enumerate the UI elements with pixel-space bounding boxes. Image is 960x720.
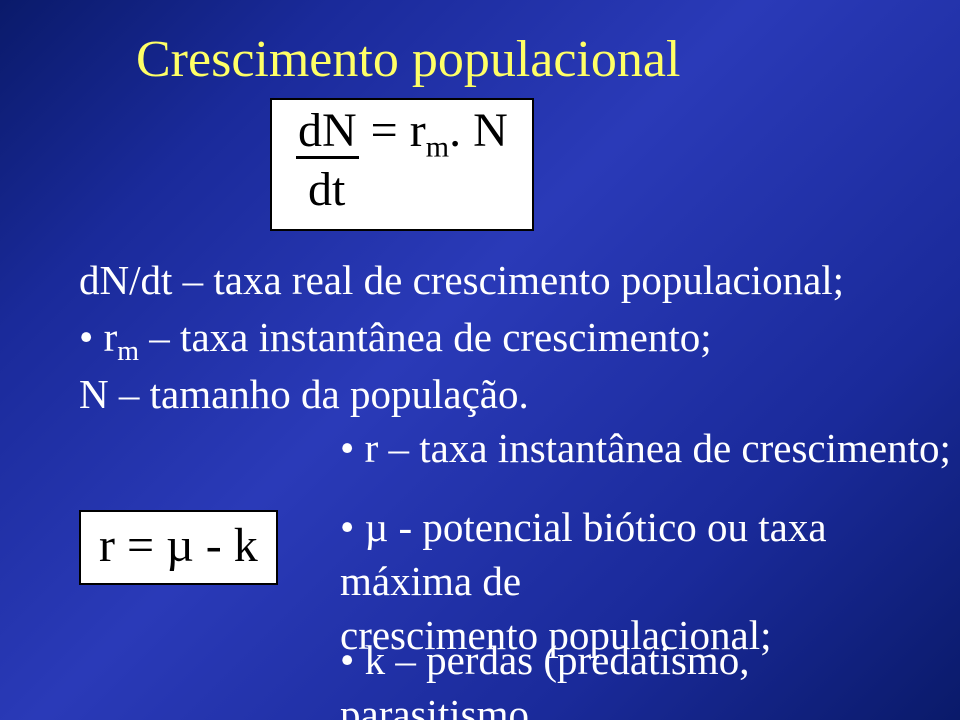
equation-box-r: r = µ - k [79,510,278,585]
fraction-denominator: dt [308,165,508,215]
bullet-N: N – tamanho da população. [79,367,529,422]
eq2-post: - k [194,519,258,572]
fraction-numerator: dN [296,106,359,159]
k-line1: k – perdas (predatismo, parasitismo, [340,637,749,720]
slide-title: Crescimento populacional [136,30,680,89]
rm-r: r [104,314,118,360]
rm-rest: – taxa instantânea de crescimento; [139,314,712,360]
eq2-pre: r = [99,519,166,572]
subscript-m: m [426,131,449,164]
bullet-dndt: dN/dt – taxa real de crescimento populac… [79,253,844,308]
eq2-mu: µ [166,519,194,572]
mu-line1: µ - potencial biótico ou taxa máxima de [340,504,827,604]
slide: Crescimento populacional dN = rm. N dt d… [0,0,960,720]
equation-row: dN = rm. N [296,106,508,163]
rm-sub: m [117,336,139,367]
bullet-r: r – taxa instantânea de crescimento; [340,424,951,472]
equals-r: = r [371,104,426,157]
equation-box-main: dN = rm. N dt [270,98,534,231]
bullet-marker: • [79,314,104,360]
bullet-k: k – perdas (predatismo, parasitismo, etc… [340,633,940,720]
equation-rhs: = rm. N [371,106,508,163]
bullet-rm: • rm – taxa instantânea de crescimento; [79,310,712,371]
dot-N: . N [449,104,508,157]
